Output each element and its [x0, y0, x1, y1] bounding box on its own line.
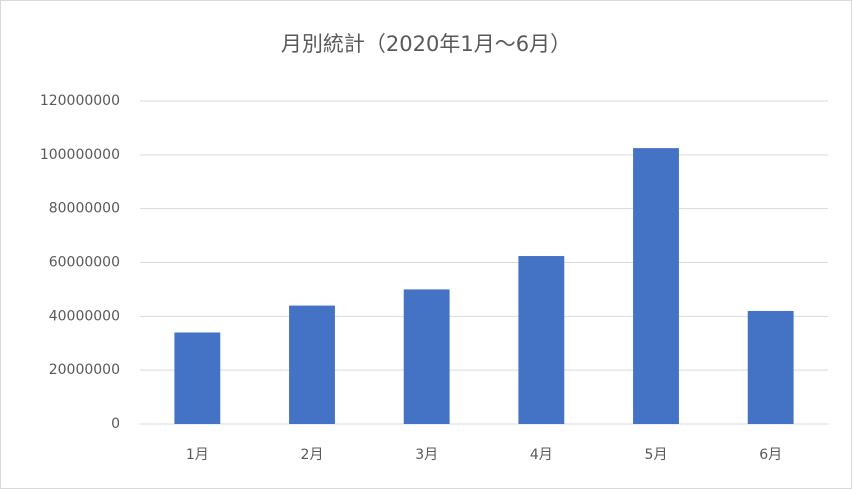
bar	[403, 289, 450, 424]
bar	[174, 332, 221, 424]
y-tick-label: 60000000	[49, 255, 120, 271]
x-tick-label: 2月	[301, 447, 324, 463]
y-tick-label: 0	[111, 416, 120, 432]
bar	[518, 256, 565, 424]
bar	[747, 310, 794, 424]
y-tick-label: 100000000	[40, 147, 120, 163]
x-tick-label: 6月	[759, 447, 782, 463]
chart-title: 月別統計（2020年1月～6月）	[281, 32, 571, 56]
bar	[633, 148, 679, 424]
x-tick-label: 3月	[415, 447, 438, 463]
y-tick-label: 120000000	[40, 93, 120, 109]
y-tick-label: 80000000	[49, 201, 120, 217]
x-tick-label: 5月	[645, 447, 668, 463]
bar	[289, 305, 335, 424]
y-tick-label: 40000000	[49, 308, 120, 324]
x-tick-label: 4月	[530, 447, 553, 463]
x-tick-label: 1月	[186, 447, 209, 463]
y-tick-label: 20000000	[49, 362, 120, 378]
